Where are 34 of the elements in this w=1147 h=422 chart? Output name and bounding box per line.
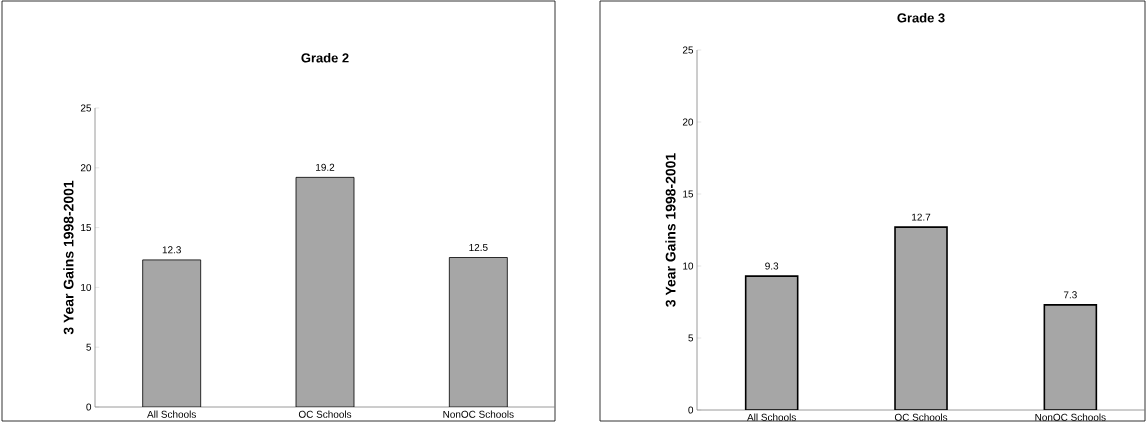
x-tick-label: All Schools — [147, 410, 196, 418]
y-tick-label: 20 — [682, 118, 694, 126]
y-axis-title: 3 Year Gains 1998-2001 — [63, 180, 74, 335]
y-tick-label: 10 — [81, 283, 92, 291]
bar — [1043, 304, 1098, 410]
y-axis-title: 3 Year Gains 1998-2001 — [665, 153, 676, 307]
y-tick-label: 15 — [683, 190, 694, 198]
bar — [142, 259, 202, 407]
data-label: 12.5 — [469, 243, 488, 251]
y-tick-label: 15 — [81, 224, 92, 232]
chart-title: Grade 2 — [301, 52, 349, 63]
data-label: 12.7 — [912, 213, 931, 221]
bar — [744, 275, 799, 410]
y-tick-label: 5 — [86, 343, 92, 351]
bar — [894, 226, 948, 410]
data-label: 12.3 — [162, 246, 181, 254]
y-tick-label: 10 — [683, 262, 694, 270]
data-label: 9.3 — [765, 262, 779, 270]
bar — [295, 176, 355, 407]
bar — [448, 257, 508, 407]
x-tick-label: All Schools — [747, 413, 796, 421]
y-tick-label: 0 — [688, 406, 694, 414]
chart-title: Grade 3 — [897, 12, 945, 23]
y-tick-label: 20 — [80, 164, 92, 172]
data-label: 19.2 — [316, 163, 335, 171]
y-tick-label: 25 — [682, 46, 694, 54]
x-tick-label: NonOC Schools — [443, 410, 514, 418]
data-label: 7.3 — [1063, 291, 1077, 299]
y-tick-label: 5 — [688, 334, 694, 342]
x-tick-label: OC Schools — [298, 410, 352, 418]
y-tick-label: 0 — [86, 403, 92, 411]
x-tick-label: OC Schools — [894, 413, 948, 421]
x-tick-label: NonOC Schools — [1035, 413, 1106, 421]
y-tick-label: 25 — [80, 104, 92, 112]
